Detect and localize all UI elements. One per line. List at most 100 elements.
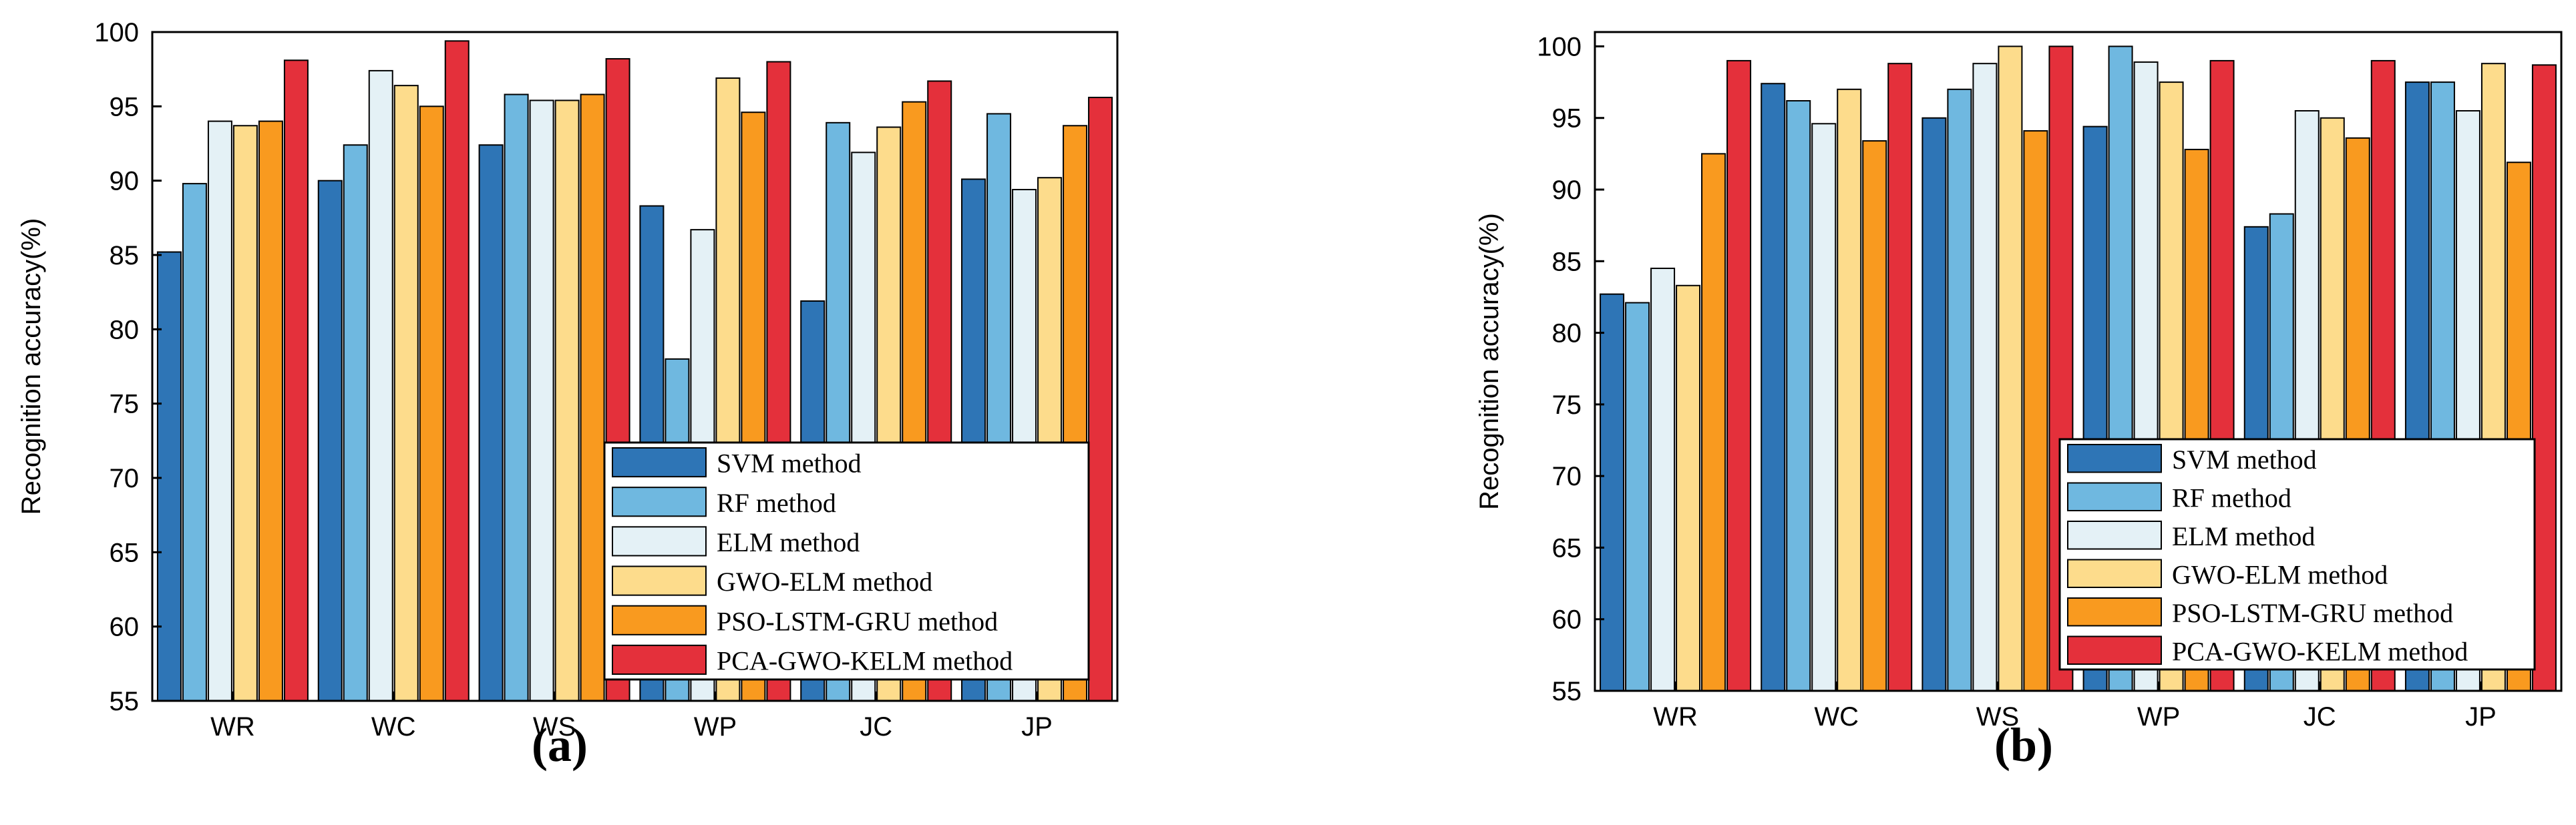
- bar-ws-series-5: [580, 93, 605, 702]
- bar-wr-series-6: [283, 59, 309, 702]
- y-tick-label: 75: [110, 390, 140, 419]
- bar-wr-series-4: [1676, 284, 1701, 692]
- legend-swatch-5: [612, 605, 707, 635]
- y-tick-label: 70: [110, 464, 140, 493]
- bar-wc-series-6: [1887, 63, 1913, 692]
- y-tick-label: 95: [1552, 104, 1582, 133]
- bar-ws-series-1: [478, 144, 504, 702]
- legend-swatch-6: [2067, 635, 2162, 665]
- bar-wc-series-5: [419, 105, 444, 702]
- x-tick-label: WP: [2137, 702, 2180, 732]
- x-tick-label: JP: [1021, 712, 1053, 742]
- bar-wc-series-4: [393, 85, 419, 702]
- bar-ws-series-2: [1947, 88, 1972, 692]
- bar-ws-series-4: [554, 99, 580, 702]
- x-tick-label: JC: [2304, 702, 2336, 732]
- legend-swatch-3: [612, 526, 707, 557]
- y-tick-label: 55: [110, 687, 140, 716]
- bar-wc-series-6: [444, 40, 470, 702]
- legend-label-6: PCA-GWO-KELM method: [717, 645, 1013, 675]
- x-tick-label: WC: [371, 712, 416, 742]
- y-tick-label: 85: [110, 241, 140, 270]
- bar-ws-series-3: [529, 99, 554, 702]
- bar-ws-series-5: [2023, 130, 2048, 692]
- y-tick-label: 100: [94, 18, 139, 47]
- y-tick-label: 100: [1537, 32, 1582, 61]
- bar-wc-series-3: [1811, 123, 1837, 692]
- y-tick-label: 65: [1552, 533, 1582, 563]
- legend-swatch-1: [612, 447, 707, 478]
- plot-area-frame: [151, 31, 1119, 702]
- panel-label-a: (a): [532, 718, 588, 772]
- panel-label-b: (b): [1994, 718, 2053, 772]
- legend-label-4: GWO-ELM method: [717, 567, 932, 597]
- y-tick-label: 80: [1552, 319, 1582, 348]
- bar-wr-series-2: [182, 183, 207, 702]
- legend-swatch-2: [2067, 482, 2162, 511]
- legend-label-6: PCA-GWO-KELM method: [2172, 636, 2468, 666]
- bar-jp-series-6: [2531, 64, 2557, 692]
- legend-label-2: RF method: [2172, 483, 2291, 513]
- bar-wr-series-3: [207, 120, 232, 702]
- y-axis-label: Recognition accuracy(%): [17, 218, 46, 515]
- bar-wc-series-5: [1862, 140, 1887, 692]
- bar-wr-series-1: [156, 251, 182, 702]
- legend-label-3: ELM method: [717, 527, 860, 557]
- legend-swatch-1: [2067, 444, 2162, 473]
- legend-label-1: SVM method: [2172, 445, 2317, 475]
- bar-wr-series-4: [232, 125, 258, 702]
- x-tick-label: WR: [210, 712, 255, 742]
- bar-ws-series-3: [1972, 63, 1998, 692]
- x-tick-label: JP: [2465, 702, 2497, 732]
- chart-panel-b: 55 60 65 70 75 80 85 90 95 100 WR WC WS WP JC JP Recogni…: [1475, 31, 2563, 732]
- bar-wr-series-3: [1650, 268, 1676, 692]
- y-tick-label: 75: [1552, 390, 1582, 420]
- bar-ws-series-2: [504, 93, 529, 702]
- bar-wc-series-1: [317, 180, 343, 702]
- bar-wr-series-5: [1701, 153, 1726, 692]
- legend-label-5: PSO-LSTM-GRU method: [2172, 598, 2453, 628]
- y-tick-label: 55: [1552, 677, 1582, 706]
- bar-wr-series-2: [1625, 302, 1650, 692]
- x-tick-label: WC: [1814, 702, 1859, 732]
- bar-jp-series-6: [1088, 96, 1113, 702]
- legend-swatch-6: [612, 644, 707, 675]
- legend-label-3: ELM method: [2172, 521, 2315, 551]
- bar-wc-series-4: [1837, 88, 1862, 692]
- y-axis-label: Recognition accuracy(%): [1475, 213, 1504, 510]
- legend-label-1: SVM method: [717, 449, 862, 479]
- legend-swatch-4: [2067, 559, 2162, 588]
- legend-swatch-5: [2067, 597, 2162, 627]
- legend-swatch-4: [612, 565, 707, 596]
- bar-wr-series-6: [1726, 59, 1752, 692]
- bar-wc-series-1: [1761, 83, 1786, 692]
- legend-swatch-2: [612, 487, 707, 517]
- plot-area-frame: [1594, 31, 2563, 692]
- y-tick-label: 90: [1552, 176, 1582, 205]
- legend-box: [603, 441, 1090, 681]
- x-tick-label: WS: [533, 712, 576, 742]
- bar-wc-series-2: [1786, 99, 1811, 692]
- y-tick-label: 70: [1552, 462, 1582, 491]
- bar-wr-series-5: [258, 120, 283, 702]
- x-tick-label: WR: [1653, 702, 1698, 732]
- y-tick-label: 60: [110, 613, 140, 642]
- y-tick-label: 65: [110, 538, 140, 567]
- bar-ws-series-1: [1921, 117, 1947, 692]
- legend-label-2: RF method: [717, 488, 836, 518]
- y-tick-label: 95: [110, 92, 140, 121]
- chart-panel-a: 55 60 65 70 75 80 85 90 95 100 WR WC WS WP JC JP Recogni…: [17, 18, 1119, 742]
- y-tick-label: 85: [1552, 247, 1582, 276]
- bar-ws-series-4: [1998, 45, 2023, 692]
- legend-box: [2058, 438, 2536, 671]
- legend-label-5: PSO-LSTM-GRU method: [717, 606, 998, 636]
- y-tick-label: 90: [110, 167, 140, 196]
- bar-wr-series-1: [1600, 293, 1625, 692]
- bar-wc-series-2: [343, 144, 368, 702]
- x-tick-label: JC: [860, 712, 892, 742]
- bar-wc-series-3: [368, 69, 393, 702]
- legend-label-4: GWO-ELM method: [2172, 559, 2388, 589]
- x-tick-label: WP: [694, 712, 737, 742]
- y-tick-label: 80: [110, 315, 140, 344]
